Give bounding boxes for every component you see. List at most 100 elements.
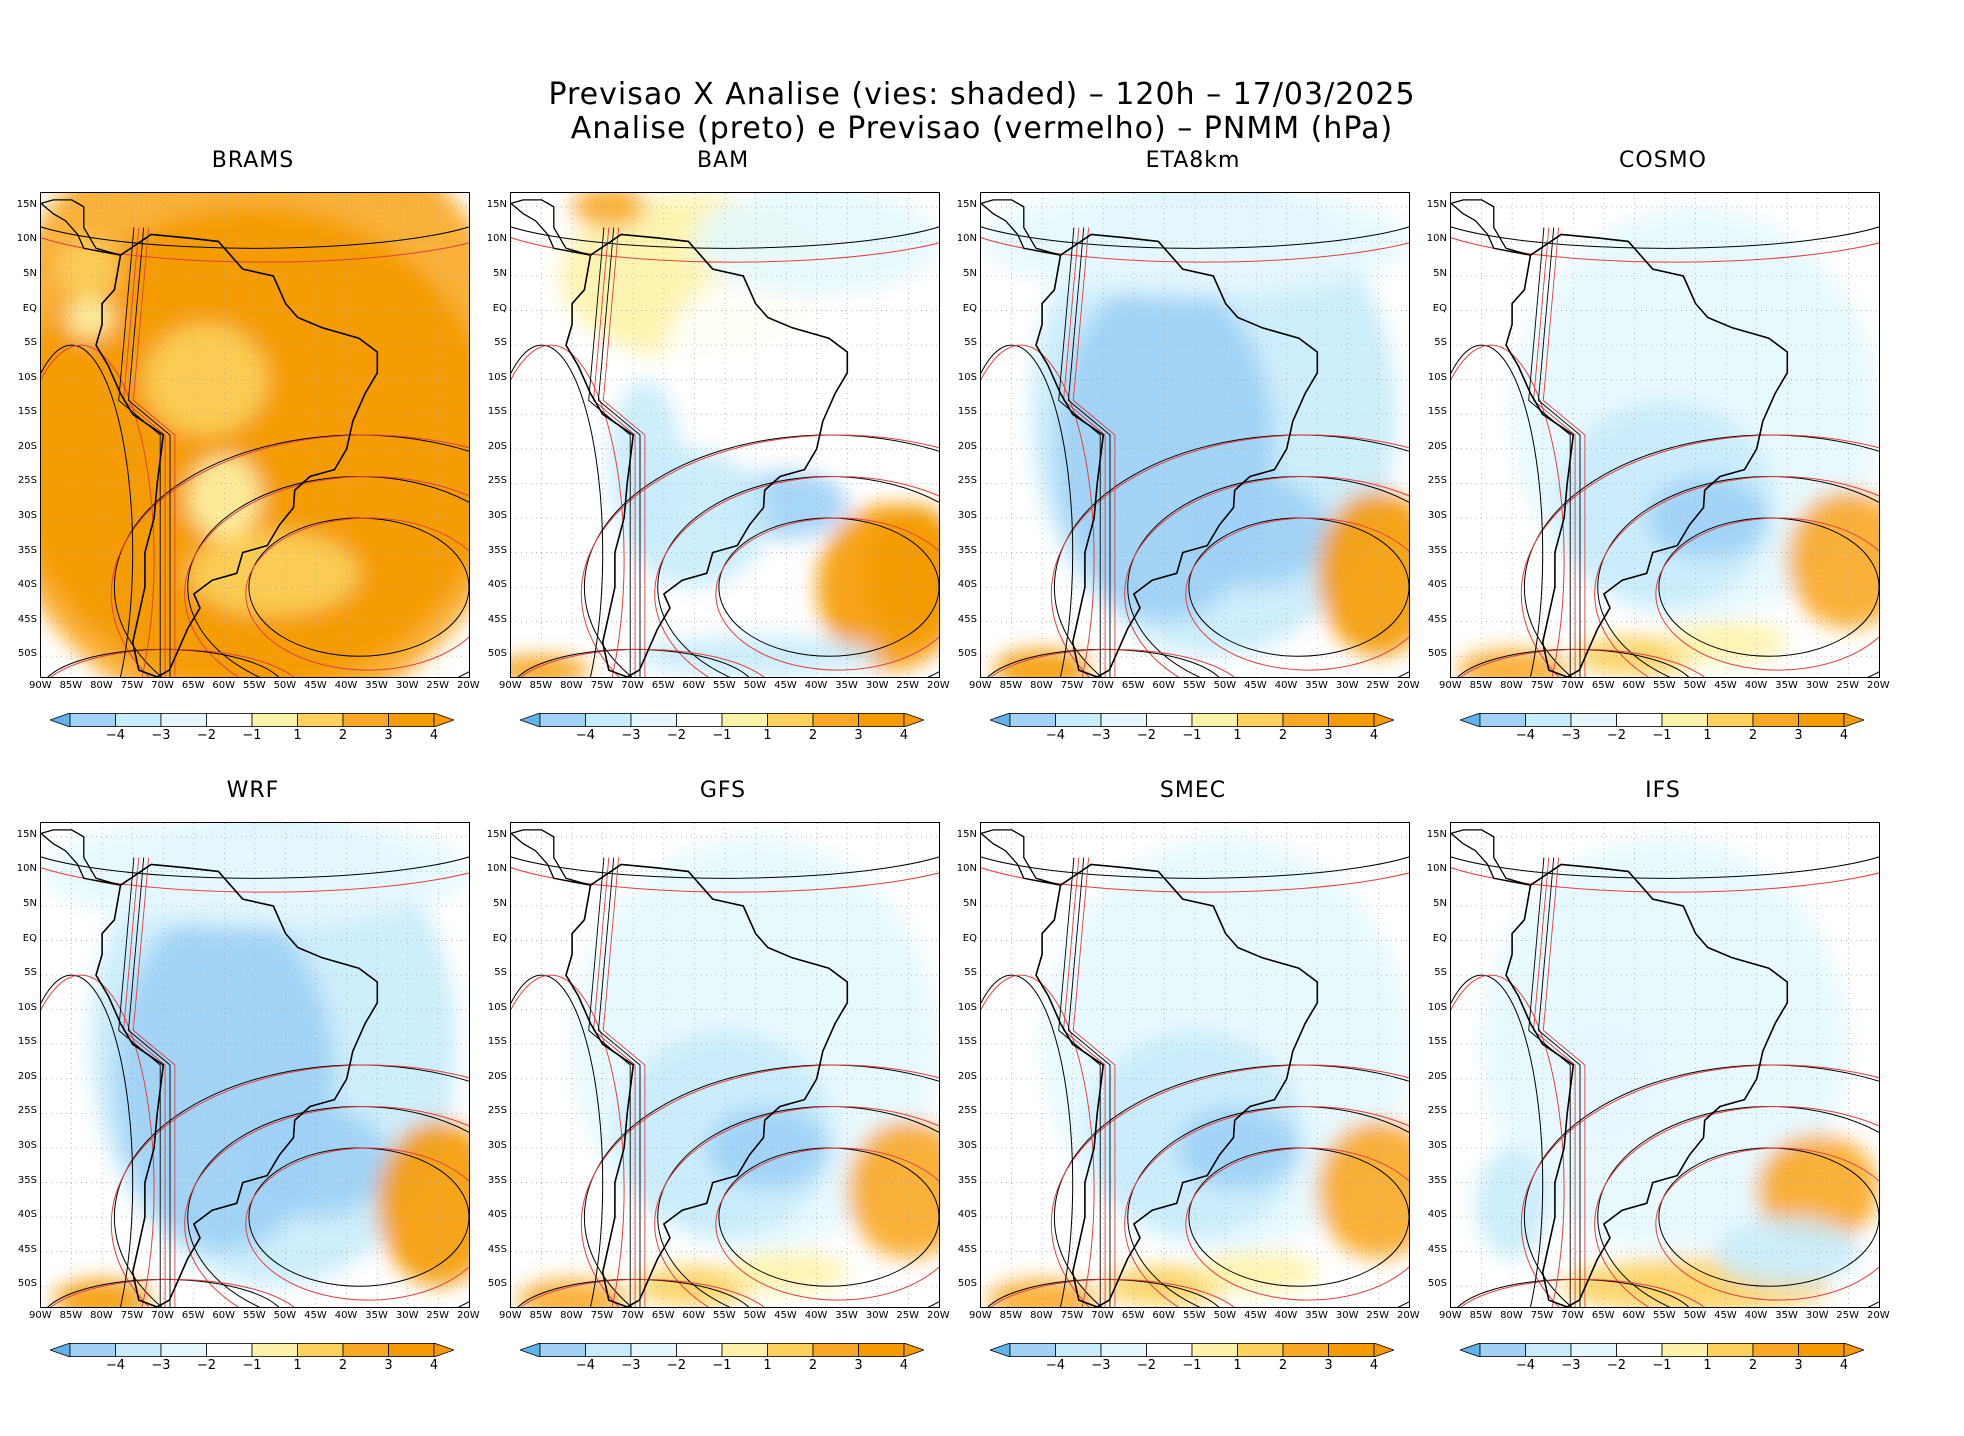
analysis-isobar — [1451, 974, 1544, 1307]
forecast-isobar — [511, 237, 939, 263]
forecast-isobar — [981, 867, 1409, 893]
lat-tick-label: 15S — [487, 406, 507, 418]
map-plot — [980, 822, 1410, 1308]
bias-region — [847, 1120, 939, 1259]
lon-tick-label: 30W — [395, 1310, 419, 1321]
lat-tick-label: EQ — [492, 302, 507, 314]
lon-tick-label: 85W — [529, 1310, 553, 1321]
lat-tick-label: 20S — [957, 1070, 977, 1082]
coastline — [41, 199, 121, 256]
bias-region — [511, 656, 591, 677]
colorbar-label: −1 — [1182, 728, 1202, 743]
bias-region — [572, 193, 646, 228]
lon-tick-label: 70W — [1561, 680, 1584, 691]
lon-tick-label: 75W — [120, 1310, 144, 1321]
lat-tick-label: 35S — [1427, 544, 1447, 556]
lon-tick-label: 20W — [1867, 1310, 1890, 1321]
lat-tick-label: 5N — [23, 897, 37, 909]
bias-region — [41, 206, 469, 677]
forecast-isobar — [602, 857, 646, 1307]
lat-tick-label: 20S — [1427, 1070, 1447, 1082]
colorbar-label: −3 — [621, 728, 641, 743]
lat-tick-label: 30S — [1427, 509, 1447, 521]
lon-tick-label: 90W — [1439, 680, 1462, 691]
coastline — [511, 199, 591, 256]
colorbar-label: 1 — [293, 1358, 302, 1373]
lat-tick-label: 5N — [493, 267, 507, 279]
forecast-isobar — [110, 1064, 469, 1307]
coastline — [95, 863, 379, 1307]
analysis-isobar — [588, 227, 631, 677]
bias-region — [725, 1251, 848, 1294]
forecast-isobar — [132, 227, 176, 677]
colorbar-label: −1 — [242, 1358, 262, 1373]
colorbar-label: 4 — [429, 1358, 439, 1373]
forecast-isobar — [1451, 237, 1879, 263]
analysis-isobar — [1451, 856, 1879, 879]
lat-tick-label: 40S — [487, 1209, 507, 1221]
lat-tick-label: 5S — [1434, 967, 1447, 979]
colorbar-label: 2 — [1278, 728, 1288, 743]
lon-tick-label: 75W — [1530, 680, 1554, 691]
bias-field — [981, 193, 1409, 677]
lat-tick-label: 35S — [487, 544, 507, 556]
colorbar-label: −2 — [666, 728, 687, 743]
lon-tick-label: 30W — [1335, 680, 1359, 691]
lon-tick-label: 35W — [1305, 680, 1328, 691]
figure-title-line-1: Previsao X Analise (vies: shaded) – 120h… — [548, 77, 1416, 112]
lon-tick-label: 85W — [59, 1310, 83, 1321]
lon-tick-label: 40W — [1274, 680, 1298, 691]
forecast-isobar — [50, 1278, 295, 1307]
colorbar-label: −1 — [1652, 1358, 1672, 1373]
lat-tick-label: 10S — [17, 371, 37, 383]
lat-tick-label: 40S — [1427, 579, 1447, 591]
lat-tick-label: EQ — [962, 932, 977, 944]
forecast-isobar — [1063, 857, 1106, 1307]
lat-tick-label: 30S — [1427, 1139, 1447, 1151]
coastline — [1451, 199, 1531, 256]
lon-tick-label: 35W — [835, 680, 858, 691]
lat-tick-label: 40S — [957, 579, 977, 591]
analysis-isobar — [588, 857, 631, 1307]
lon-tick-label: 35W — [835, 1310, 858, 1321]
colorbar-label: 1 — [1233, 1358, 1242, 1373]
map-plot — [40, 822, 470, 1308]
lon-tick-label: 55W — [243, 680, 266, 691]
forecast-isobar — [1533, 227, 1576, 677]
lat-tick-label: 25S — [17, 475, 37, 487]
lat-tick-label: 10N — [956, 233, 977, 245]
lon-tick-label: 25W — [1836, 1310, 1860, 1321]
forecast-isobar — [41, 237, 469, 263]
lat-tick-label: 15N — [16, 198, 37, 210]
forecast-isobar — [520, 648, 765, 677]
lon-tick-label: 25W — [896, 680, 920, 691]
lat-tick-label: 35S — [957, 1174, 977, 1186]
forecast-isobar — [1542, 227, 1586, 677]
lat-tick-label: 20S — [17, 1070, 37, 1082]
analysis-isobar — [597, 227, 641, 677]
colorbar-label: −4 — [575, 1358, 596, 1373]
colorbar-label: 4 — [1839, 728, 1849, 743]
lon-tick-label: 30W — [865, 1310, 889, 1321]
colorbar-label: 4 — [1839, 1358, 1849, 1373]
lat-tick-label: 10N — [956, 863, 977, 875]
lat-tick-label: 10S — [487, 1001, 507, 1013]
forecast-isobar — [1072, 227, 1116, 677]
lon-tick-label: 85W — [999, 680, 1023, 691]
forecast-isobar — [593, 857, 636, 1307]
lon-tick-label: 20W — [1867, 680, 1890, 691]
coastline — [1035, 863, 1319, 1307]
colorbar-label: 1 — [293, 728, 302, 743]
colorbar-label: −4 — [1515, 1358, 1536, 1373]
forecast-isobar — [1520, 434, 1879, 677]
colorbar-label: 1 — [763, 1358, 772, 1373]
colorbar-label: 3 — [1324, 728, 1333, 743]
analysis-isobar — [511, 344, 604, 677]
lat-tick-label: 30S — [17, 1139, 37, 1151]
lon-tick-label: 65W — [181, 680, 205, 691]
colorbar-label: −2 — [1136, 1358, 1157, 1373]
colorbar-label: 1 — [763, 728, 772, 743]
analysis-isobar — [597, 857, 641, 1307]
lon-tick-label: 90W — [969, 1310, 992, 1321]
bias-region — [1195, 1251, 1318, 1294]
